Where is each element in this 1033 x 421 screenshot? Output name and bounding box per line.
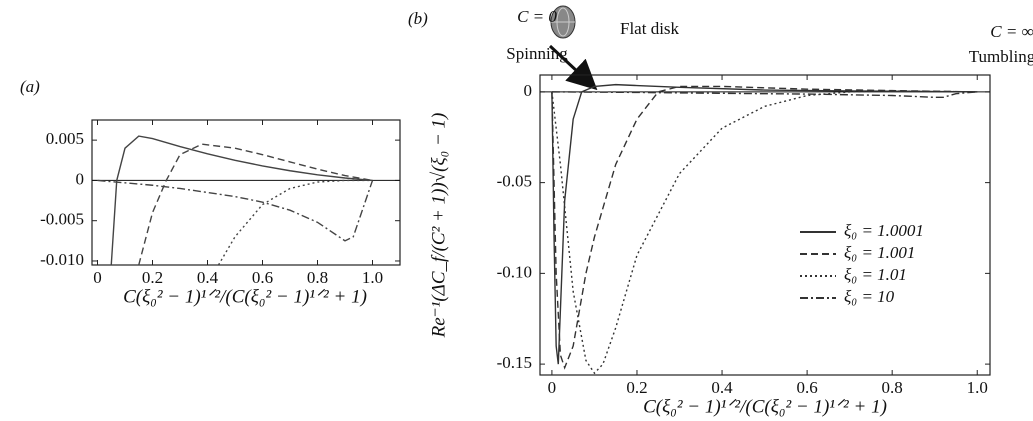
x-tick-label: 0 xyxy=(548,378,557,397)
y-tick-label: 0 xyxy=(76,169,85,188)
y-tick-label: -0.005 xyxy=(40,210,84,229)
x-tick-label: 0.6 xyxy=(796,378,817,397)
annotation: Spinning xyxy=(506,44,568,63)
legend-label: ξ₀ = 10 xyxy=(844,287,895,306)
legend-label: ξ₀ = 1.0001 xyxy=(844,221,924,240)
curve xyxy=(551,83,978,365)
annotation: Tumbling xyxy=(969,47,1033,66)
annotation: Flat disk xyxy=(620,19,680,38)
panel-label: (a) xyxy=(20,77,40,96)
curves xyxy=(97,135,374,265)
y-tick-label: 0 xyxy=(524,81,533,100)
y-tick-label: -0.15 xyxy=(497,353,532,372)
x-tick-label: 0.4 xyxy=(711,378,733,397)
x-tick-label: 0.2 xyxy=(626,378,647,397)
curve xyxy=(110,135,373,265)
y-tick-label: -0.10 xyxy=(497,262,532,281)
arrow xyxy=(548,44,598,91)
annotation: C = 0 xyxy=(517,7,557,26)
x-axis-label: C(ξ₀² − 1)¹ᐟ²/(C(ξ₀² − 1)¹ᐟ² + 1) xyxy=(123,286,367,307)
plot-frame xyxy=(91,119,401,266)
x-tick-label: 0 xyxy=(93,268,102,287)
curve xyxy=(551,85,978,370)
x-tick-label: 0.8 xyxy=(307,268,328,287)
legend-label: ξ₀ = 1.001 xyxy=(844,243,915,262)
x-tick-label: 0.8 xyxy=(882,378,903,397)
annotation: C = ∞ xyxy=(990,22,1033,41)
curve xyxy=(551,91,978,99)
y-tick-label: -0.05 xyxy=(497,172,532,191)
legend-label: ξ₀ = 1.01 xyxy=(844,265,907,284)
curves xyxy=(551,83,978,375)
panel-label: (b) xyxy=(408,9,428,28)
x-axis-label: C(ξ₀² − 1)¹ᐟ²/(C(ξ₀² − 1)¹ᐟ² + 1) xyxy=(643,396,887,417)
y-tick-label: 0.005 xyxy=(46,129,84,148)
x-tick-label: 1.0 xyxy=(967,378,988,397)
curve xyxy=(97,179,374,242)
flat-disk-icon xyxy=(550,5,576,39)
curve xyxy=(138,143,373,265)
x-tick-label: 0.4 xyxy=(197,268,219,287)
curve xyxy=(217,179,373,265)
y-axis-label: Re⁻¹(ΔC_f/(C² + 1))√(ξ₀ − 1) xyxy=(428,113,449,339)
x-tick-label: 0.6 xyxy=(252,268,273,287)
y-tick-label: -0.010 xyxy=(40,250,84,269)
x-tick-label: 0.2 xyxy=(142,268,163,287)
plot-frame xyxy=(539,74,991,376)
x-tick-label: 1.0 xyxy=(362,268,383,287)
